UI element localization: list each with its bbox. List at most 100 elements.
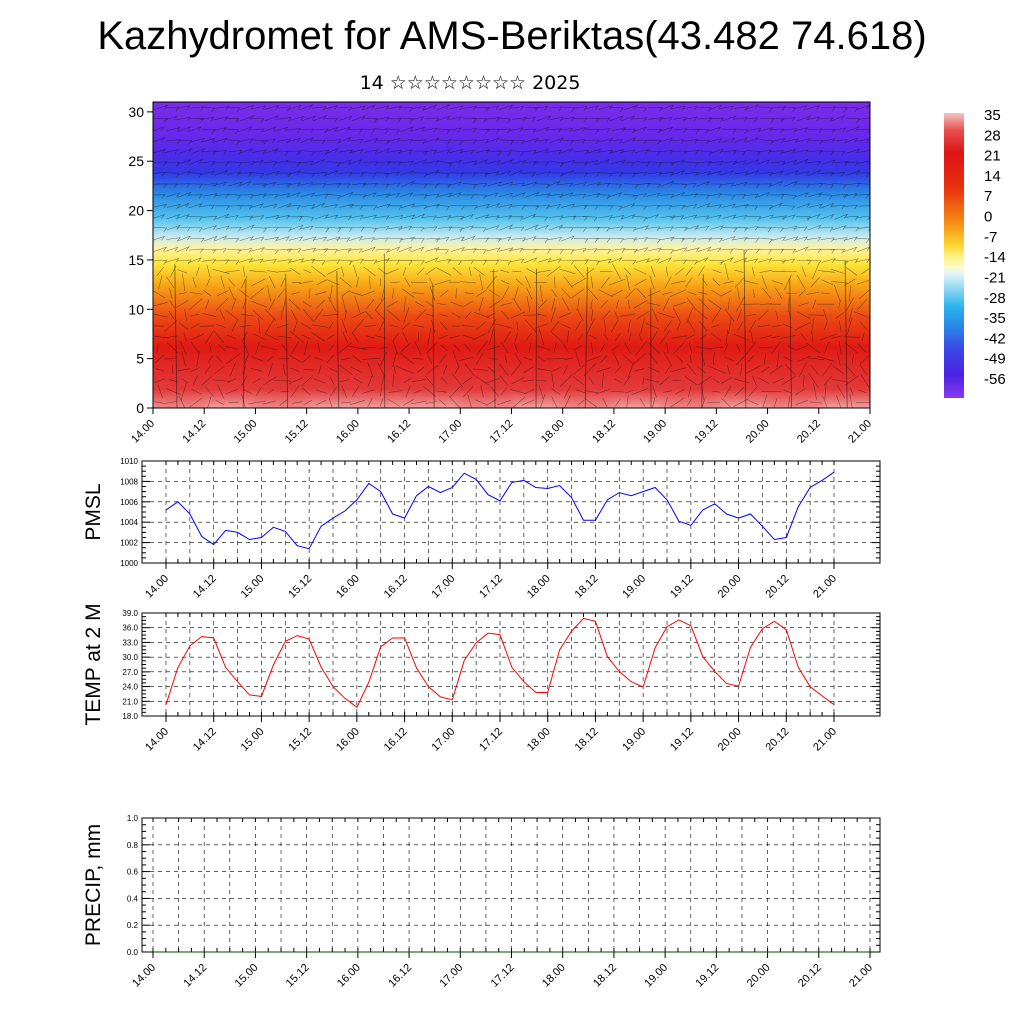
x-tick-label: 18.00 <box>525 726 553 754</box>
x-tick-label: 15.00 <box>233 962 261 990</box>
vertical-streak <box>701 274 704 408</box>
y-tick-label: 0.4 <box>127 894 139 903</box>
x-tick-label: 18.12 <box>591 962 619 990</box>
y-tick-label: 1002 <box>120 539 138 548</box>
section-y-tick-label: 10 <box>128 301 144 317</box>
x-tick-label: 16.00 <box>335 962 363 990</box>
vertical-streak <box>432 284 435 408</box>
warm-maximum-3 <box>556 358 621 408</box>
x-tick-label: 19.00 <box>620 573 648 601</box>
y-tick-label: 0.6 <box>127 868 139 877</box>
section-y-tick-label: 15 <box>128 252 144 268</box>
section-y-axis: 0 5 10 15 20 25 30 <box>128 104 153 416</box>
y-axis-label: PRECIP, mm <box>82 824 105 946</box>
x-tick-label: 20.12 <box>763 726 791 754</box>
y-tick-label: 21.0 <box>122 697 138 706</box>
colorbar-label: -7 <box>984 229 997 246</box>
x-tick-label: 14.00 <box>130 962 158 990</box>
x-tick-label: 14.12 <box>181 962 209 990</box>
x-tick-label: 21.00 <box>811 573 839 601</box>
section-x-tick-label: 15.00 <box>232 418 260 446</box>
colorbar: 35 28 21 14 7 0 -7 -14 -21 -28 -35 -42 -49 -56 <box>944 107 1006 398</box>
pmsl-panel: 1010 1008 1006 1004 1002 1000 14.00 14.12 15.00 1… <box>82 457 881 601</box>
vertical-streak <box>383 253 386 408</box>
x-tick-label: 16.12 <box>382 573 410 601</box>
section-x-tick-label: 17.12 <box>488 418 516 446</box>
x-tick-label: 19.12 <box>694 962 722 990</box>
vertical-streak <box>336 270 340 408</box>
y-tick-label: 39.0 <box>122 609 138 618</box>
y-tick-label: 1006 <box>120 498 138 507</box>
y-tick-label: 1000 <box>120 559 138 568</box>
x-tick-label: 16.00 <box>334 726 362 754</box>
vertical-section-panel: 0 5 10 15 20 25 30 14.00 14.12 15.00 15.12 16.00 16… <box>128 101 874 446</box>
x-tick-label: 15.00 <box>239 726 267 754</box>
y-tick-label: 36.0 <box>122 624 138 633</box>
x-tick-label: 21.00 <box>847 962 875 990</box>
plot-frame <box>141 817 881 953</box>
section-x-tick-label: 20.00 <box>744 418 772 446</box>
vertical-streak <box>844 261 848 408</box>
vertical-streak <box>584 267 588 408</box>
x-tick-label: 16.12 <box>382 726 410 754</box>
x-tick-label: 14.12 <box>191 573 219 601</box>
x-tick-label: 17.12 <box>477 573 505 601</box>
x-tick-label: 17.00 <box>437 962 465 990</box>
chart-subtitle: 14 ☆☆☆☆☆☆☆☆ 2025 <box>359 72 581 94</box>
colorbar-label: 7 <box>984 188 992 205</box>
section-x-tick-label: 21.00 <box>846 418 874 446</box>
y-tick-label: 0.0 <box>127 948 139 957</box>
colorbar-label: -56 <box>984 371 1006 388</box>
section-x-tick-label: 20.12 <box>795 418 823 446</box>
x-tick-label: 19.00 <box>642 962 670 990</box>
x-tick-label: 20.00 <box>716 726 744 754</box>
section-y-tick-label: 20 <box>128 203 144 219</box>
y-axis-label: PMSL <box>82 483 105 540</box>
x-tick-label: 18.00 <box>540 962 568 990</box>
section-x-tick-label: 17.00 <box>436 418 464 446</box>
x-tick-label: 18.00 <box>525 573 553 601</box>
vertical-streak <box>743 250 747 408</box>
y-tick-label: 0.8 <box>127 841 139 850</box>
x-tick-label: 15.12 <box>284 962 312 990</box>
section-x-tick-label: 14.12 <box>180 418 208 446</box>
colorbar-label: -28 <box>984 290 1006 307</box>
colorbar-label: 21 <box>984 148 1001 165</box>
x-tick-label: 19.00 <box>620 726 648 754</box>
warm-maxima-layer <box>153 358 826 408</box>
section-x-axis: 14.00 14.12 15.00 15.12 16.00 16.12 17.00 17.12… <box>129 408 874 446</box>
warm-maximum-0 <box>153 358 211 408</box>
section-x-tick-label: 19.12 <box>693 418 721 446</box>
x-tick-label: 14.12 <box>191 726 219 754</box>
section-x-tick-label: 16.00 <box>334 418 362 446</box>
section-y-tick-label: 5 <box>136 351 144 367</box>
section-y-tick-label: 25 <box>128 153 144 169</box>
vertical-streak <box>492 269 496 408</box>
colorbar-label: -35 <box>984 310 1006 327</box>
colorbar-label: 14 <box>984 168 1001 185</box>
colorbar-label: -42 <box>984 330 1006 347</box>
colorbar-label: 35 <box>984 107 1001 124</box>
colorbar-labels: 35 28 21 14 7 0 -7 -14 -21 -28 -35 -42 -49 -56 <box>984 107 1006 388</box>
x-tick-label: 17.12 <box>477 726 505 754</box>
warm-maximum-5 <box>761 358 826 408</box>
colorbar-label: 0 <box>984 209 992 226</box>
x-tick-label: 20.00 <box>745 962 773 990</box>
y-tick-label: 1008 <box>120 477 138 486</box>
vertical-streak <box>535 268 537 408</box>
plot-frame <box>141 460 881 564</box>
section-x-tick-label: 19.00 <box>641 418 669 446</box>
vertical-streak <box>242 279 247 408</box>
vertical-streak <box>285 273 289 408</box>
wind-streaks-layer <box>153 104 870 408</box>
colorbar-label: 28 <box>984 127 1001 144</box>
section-x-tick-label: 16.12 <box>385 418 413 446</box>
x-tick-label: 19.12 <box>668 573 696 601</box>
y-tick-label: 30.0 <box>122 653 138 662</box>
x-tick-label: 17.00 <box>429 726 457 754</box>
colorbar-label: -21 <box>984 269 1006 286</box>
x-tick-label: 20.00 <box>716 573 744 601</box>
x-tick-label: 15.00 <box>239 573 267 601</box>
y-tick-label: 1004 <box>120 518 138 527</box>
